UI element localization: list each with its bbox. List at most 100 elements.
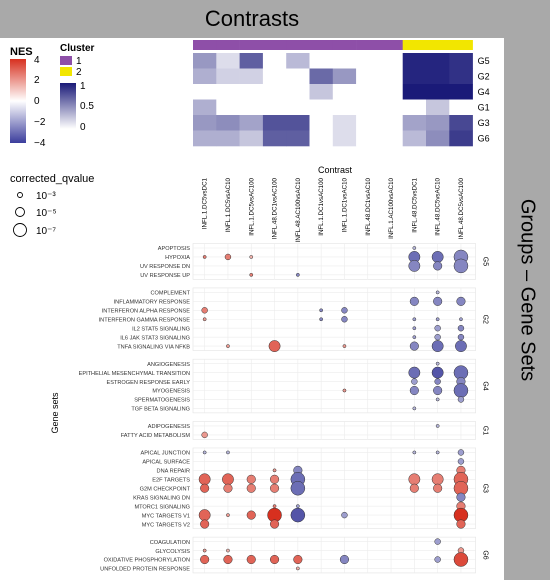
dot-point [431,340,444,353]
dot-point [433,296,443,306]
heatmap-row-label: G2 [478,72,490,82]
dot-point [457,449,465,456]
dot-point [202,548,207,553]
heatmap-cell [309,99,334,116]
heatmap-cell [216,99,240,116]
cluster-bar-cell [286,40,310,50]
contrast-column-label: INFL.1.DC5vsDC1 [202,177,209,229]
dot-point [434,378,441,385]
geneset-label: UV RESPONSE DN [140,264,190,270]
cluster-bar-cell [216,40,240,50]
heatmap-row-label: G6 [478,134,490,144]
dot-point [409,483,419,493]
heatmap-cell [193,99,217,116]
dot-point [412,326,417,331]
nes-legend-title: NES [10,46,33,58]
dot-point [272,468,277,473]
heatmap-cell [309,68,334,85]
qvalue-label: 10⁻⁷ [36,226,56,237]
cluster-1-label: 1 [76,56,82,67]
dot-point [200,554,210,565]
contrast-column-label: INFL.1.DC5vsAC10 [225,177,232,232]
geneset-label: IL6 JAK STAT3 SIGNALING [120,335,190,341]
cluster-bar-cell [193,40,217,50]
heatmap-cell [332,99,357,116]
heatmap-cell [239,68,264,85]
dot-point [433,483,443,493]
heatmap-cell [262,53,287,69]
heatmap-cell [216,84,240,100]
dot-panel [192,358,476,414]
heatmap-cell [449,53,473,69]
dot-point [435,450,440,455]
dot-point [455,340,467,353]
cluster-2-label: 2 [76,67,82,78]
heatmap-cell [332,53,357,69]
heatmap-row-label: G3 [478,118,490,128]
dot-group-label: G5 [482,257,489,266]
dot-point [342,388,347,393]
heatmap-cell [239,115,264,131]
dot-point [224,253,232,261]
nes-tick: 0 [34,96,40,107]
dot-panel [192,536,476,574]
dot-point [246,510,256,520]
heatmap-cell [426,68,450,85]
cluster-bar-cell [426,40,450,50]
geneset-label: G2M CHECKPOINT [140,486,191,492]
dot-point [341,511,348,519]
cluster-1-swatch [60,56,72,65]
cluster-bar-cell [262,40,287,50]
heatmap-cell [262,84,287,100]
contrast-column-label: INFL.48.DC5vsDC1 [411,177,418,232]
geneset-label: MYC TARGETS V1 [142,513,190,519]
dot-point [226,344,230,348]
dot-point [434,556,441,563]
dot-point [456,519,466,529]
cluster-bar-cell [332,40,357,50]
geneset-label: HYPOXIA [165,255,190,261]
qvalue-size-key [15,207,25,217]
dot-point [409,385,419,396]
contrast-column-label: INFL.1.DC1vsAC10 [341,177,348,232]
contrast-column-label: INFL.48.DC5vsAC100 [458,177,465,239]
geneset-label: ESTROGEN RESPONSE EARLY [106,380,190,386]
geneset-label: EPITHELIAL MESENCHYMAL TRANSITION [79,371,190,377]
heatmap-cell [402,130,427,147]
heat-tick: 1 [80,81,86,92]
dot-point [412,317,417,322]
geneset-label: INTERFERON ALPHA RESPONSE [102,309,191,315]
nes-tick: −2 [34,117,46,128]
qvalue-size-key [13,223,27,237]
dot-point [435,397,440,402]
geneset-label: APICAL SURFACE [142,460,190,466]
dot-point [200,519,210,529]
dot-point [342,344,347,348]
heatmap-cell [426,115,450,131]
heatmap-cell [449,84,473,100]
heatmap-cell [193,130,217,147]
heatmap-cell [402,84,427,100]
heatmap-cell [332,84,357,100]
dot-point [433,385,443,396]
heatmap-cell [356,68,380,85]
contrast-column-label: INFL.48.DC1vsAC10 [365,177,372,235]
dot-point [226,513,230,517]
heatmap-row-label: G1 [478,103,490,113]
dot-point [226,450,230,455]
dot-point [272,504,277,508]
geneset-label: UV RESPONSE UP [140,273,190,279]
dot-point [319,308,323,313]
heat-tick: 0.5 [80,101,94,112]
dot-point [409,296,419,306]
dot-point [433,261,443,271]
dot-point [457,396,465,403]
contrast-column-label: INFL.48.AC100vsAC10 [295,177,302,242]
geneset-label: APICAL JUNCTION [140,451,190,457]
dot-point [201,431,208,439]
dot-point [270,554,280,565]
dot-point [270,483,280,493]
geneset-label: TNFA SIGNALING VIA NFKB [117,344,190,350]
heatmap-cell [239,53,264,69]
heatmap-cell [402,68,427,85]
